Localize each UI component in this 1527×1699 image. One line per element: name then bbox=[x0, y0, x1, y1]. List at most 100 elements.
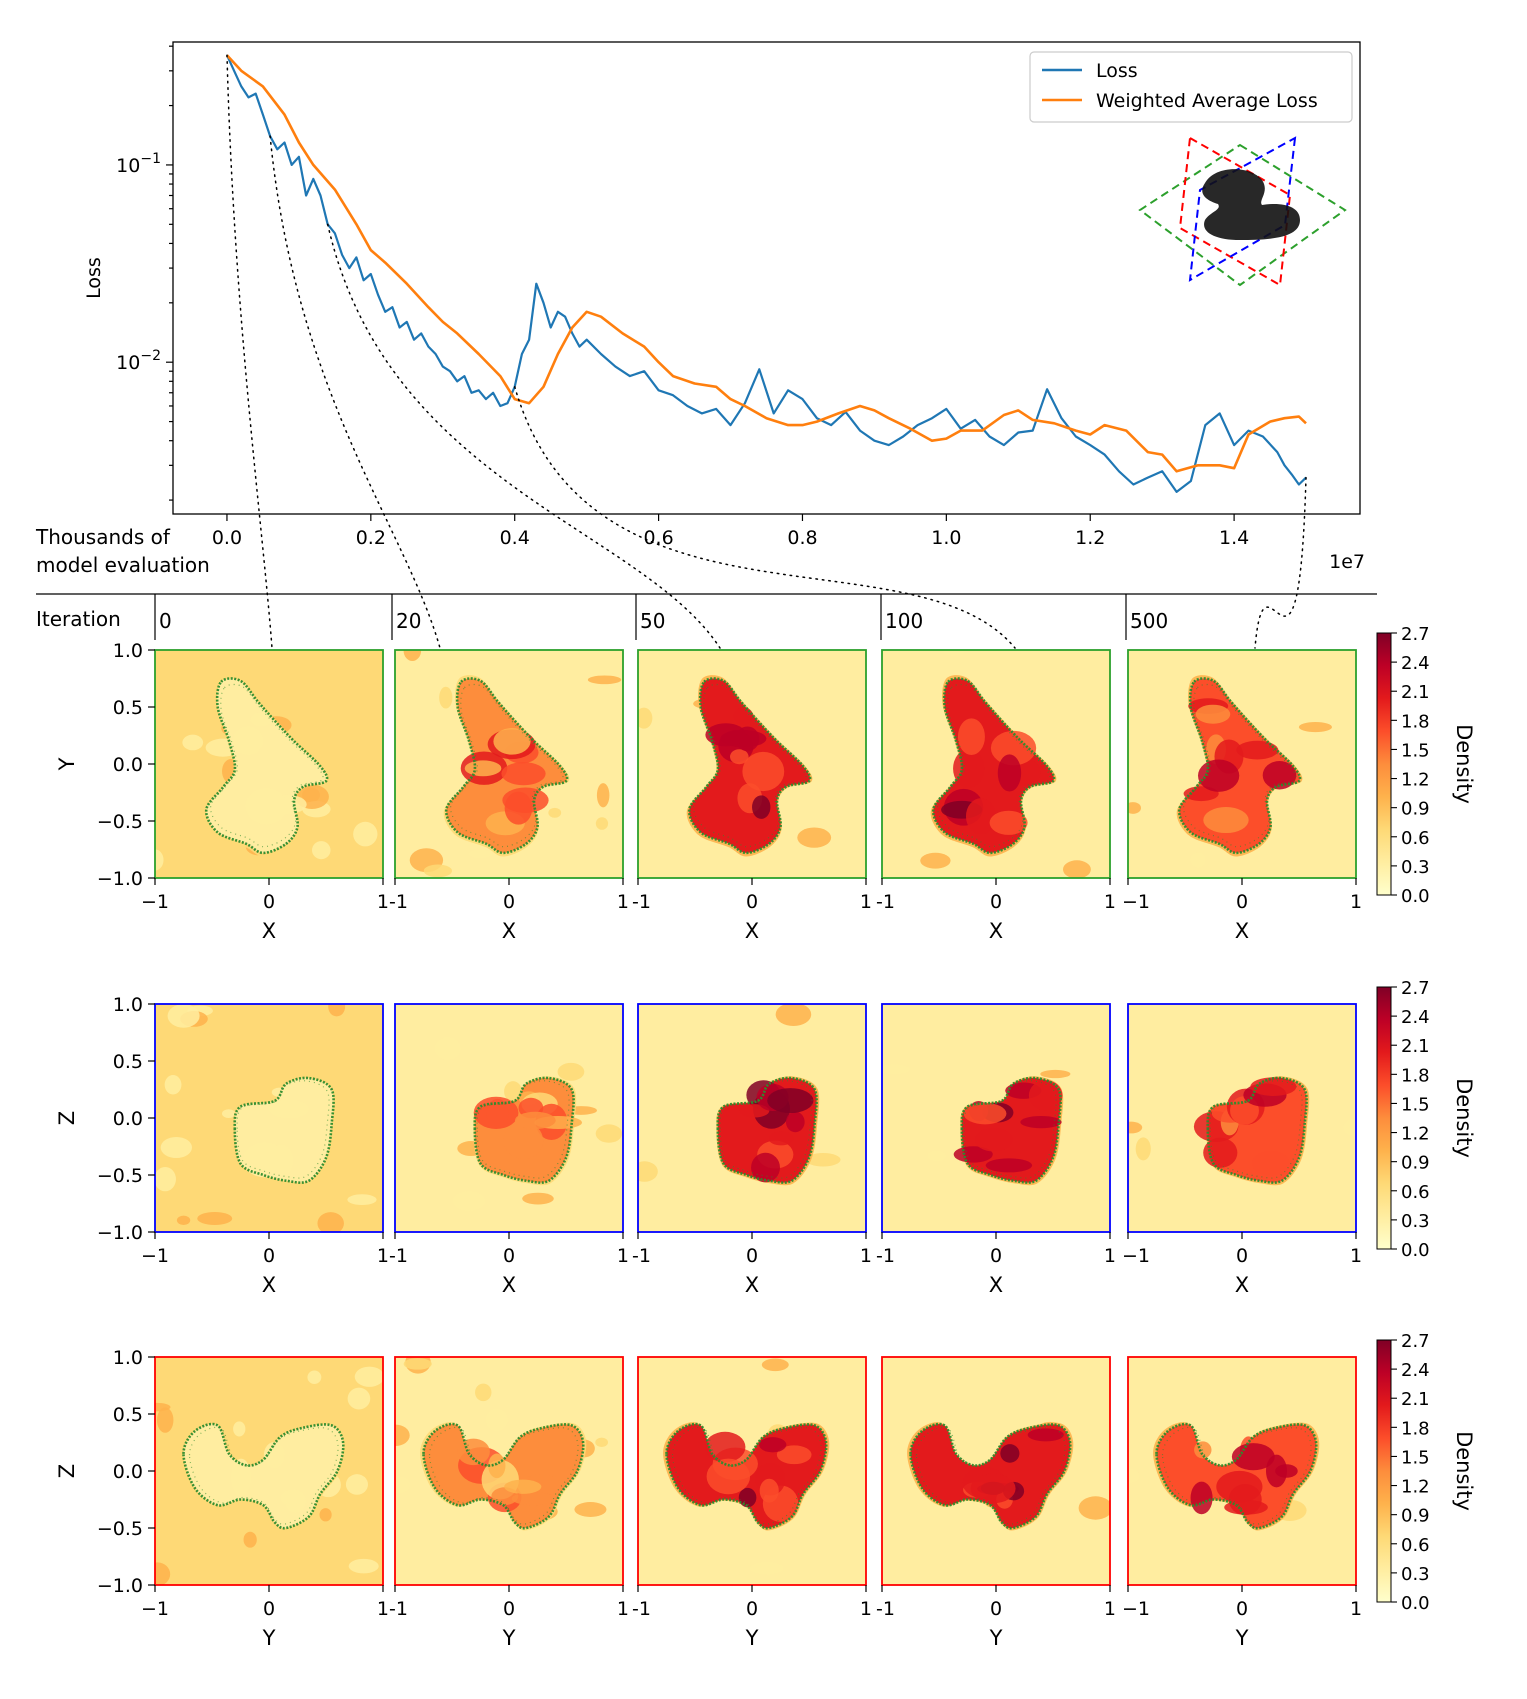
density-patch bbox=[963, 1102, 1007, 1125]
legend: Loss Weighted Average Loss bbox=[1029, 51, 1353, 123]
loss-chart: 10−1 10−2 0.0 0.2 0.4 0.6 0.8 1.0 1.2 1.4 Loss Thou… bbox=[35, 41, 1365, 577]
density-patch bbox=[965, 798, 997, 835]
colorbar bbox=[1376, 1339, 1392, 1603]
x-tick-label: -1 bbox=[632, 891, 651, 913]
density-blotch bbox=[164, 1075, 182, 1095]
density-patch bbox=[1195, 704, 1231, 724]
colorbar-tick-label: 1.5 bbox=[1401, 740, 1430, 761]
density-blotch bbox=[595, 1437, 609, 1448]
sample-points-outline bbox=[909, 1422, 1072, 1530]
colorbar-tick-label: 0.0 bbox=[1401, 1593, 1430, 1614]
colorbar-tick-label: 1.5 bbox=[1401, 1447, 1430, 1468]
sample-points-outline bbox=[960, 1076, 1062, 1184]
density-patch bbox=[1224, 1499, 1268, 1515]
x-tick-label: -1 bbox=[632, 1245, 651, 1267]
x-tick-label: 1 bbox=[1104, 1245, 1116, 1267]
x-axis-label: Y bbox=[262, 1626, 276, 1650]
colorbar-tick-label: 1.2 bbox=[1401, 1124, 1430, 1145]
density-blotch bbox=[354, 1366, 383, 1387]
colorbar-label: Density bbox=[1452, 1078, 1476, 1158]
x-tick-label: 0 bbox=[746, 1245, 758, 1267]
sample-points-outline bbox=[182, 1422, 345, 1530]
x-tick-label: 0 bbox=[503, 891, 515, 913]
density-patch bbox=[1000, 1444, 1020, 1463]
density-blotch bbox=[311, 841, 331, 860]
x-tick-label: -1 bbox=[876, 891, 895, 913]
x-axis-label: Y bbox=[502, 1626, 516, 1650]
density-patch bbox=[1251, 1150, 1290, 1176]
sample-points-outline bbox=[1206, 1076, 1308, 1184]
x-axis-label: X bbox=[502, 919, 516, 943]
x-axis-label: X bbox=[745, 919, 759, 943]
density-patch bbox=[733, 707, 754, 726]
density-patch bbox=[1197, 759, 1240, 792]
density-patch bbox=[953, 749, 985, 788]
y-tick-label: 10−1 bbox=[116, 151, 161, 177]
x-tick-label: 0 bbox=[263, 891, 275, 913]
colorbar-tick-label: 2.1 bbox=[1401, 1389, 1430, 1410]
density-blotch bbox=[328, 1004, 346, 1017]
density-blotch bbox=[345, 1474, 368, 1495]
density-patch bbox=[776, 1445, 812, 1465]
colorbar-label: Density bbox=[1452, 1431, 1476, 1511]
density-patch bbox=[989, 810, 1028, 835]
density-blotch bbox=[1078, 1496, 1110, 1520]
iteration-value: 500 bbox=[1130, 609, 1168, 633]
sample-points-outline bbox=[687, 677, 812, 855]
density-patch bbox=[704, 1431, 746, 1463]
iteration-connectors bbox=[226, 54, 1307, 649]
iteration-value: 100 bbox=[885, 609, 923, 633]
sample-points-outline bbox=[444, 677, 569, 855]
iteration-value: 50 bbox=[640, 609, 665, 633]
colorbar-tick-label: 0.6 bbox=[1401, 1182, 1430, 1203]
density-blotch bbox=[1040, 1069, 1071, 1079]
density-patch bbox=[1190, 1481, 1213, 1515]
colorbar-tick-label: 0.0 bbox=[1401, 886, 1430, 907]
x-offset-text: 1e7 bbox=[1329, 551, 1365, 573]
density-patch bbox=[1231, 1443, 1275, 1471]
sample-points-outline bbox=[1177, 677, 1302, 855]
legend-box bbox=[1029, 51, 1353, 123]
x-axis-label: X bbox=[262, 1273, 276, 1297]
density-panel: -1 0 1 X bbox=[876, 1003, 1116, 1297]
density-panel: −1 0 1 X bbox=[1122, 1003, 1362, 1297]
density-blotch bbox=[307, 1370, 322, 1384]
density-patch bbox=[1236, 740, 1279, 760]
x-axis-label: X bbox=[989, 919, 1003, 943]
y-tick-label: 0.0 bbox=[113, 1108, 143, 1130]
density-blotch bbox=[775, 1004, 812, 1026]
object-silhouette bbox=[1202, 169, 1300, 240]
x-tick-label: 0.6 bbox=[643, 527, 673, 549]
density-patch bbox=[1216, 1470, 1263, 1503]
density-blotch bbox=[439, 686, 453, 709]
density-blotch bbox=[395, 1476, 411, 1494]
density-grid: Iteration 0 20 50 100 500−1 0 1X-1 0 1X-1 0 1X-1 0 1X… bbox=[36, 593, 1476, 1650]
density-patch bbox=[990, 730, 1037, 766]
iteration-connector bbox=[269, 135, 441, 649]
slicing-planes-inset bbox=[1138, 136, 1347, 287]
density-blotch bbox=[1190, 852, 1206, 868]
density-patch bbox=[493, 728, 531, 755]
x-tick-label: 0 bbox=[1236, 1598, 1248, 1620]
x-tick-label: 1.4 bbox=[1219, 527, 1249, 549]
x-tick-label: 0.4 bbox=[500, 527, 530, 549]
x-tick-label: 1 bbox=[1350, 891, 1362, 913]
y-tick-label: 1.0 bbox=[113, 994, 143, 1016]
density-blotch bbox=[156, 1407, 174, 1433]
x-tick-label: 1.0 bbox=[931, 527, 961, 549]
density-blotch bbox=[485, 1408, 508, 1431]
density-patch bbox=[268, 1144, 294, 1177]
density-blotch bbox=[222, 1109, 236, 1119]
density-row-2: −1 0 1 X -1 0 1 X -1 0 1 X -1 0 1 X −1 0 1 X −1.0 −0.5 0.0 0.5 1… bbox=[55, 978, 1476, 1297]
sample-points-inner bbox=[450, 683, 564, 848]
x-tick-label: -1 bbox=[876, 1598, 895, 1620]
x-tick-label: 1 bbox=[377, 1598, 389, 1620]
sample-points-outline bbox=[1155, 1422, 1318, 1530]
density-blotch bbox=[1135, 1137, 1151, 1161]
density-patch bbox=[1275, 1464, 1298, 1478]
plot-frame bbox=[172, 41, 1361, 515]
y-axis-label: Y bbox=[55, 757, 79, 771]
density-blotch bbox=[557, 1062, 585, 1081]
x-tick-label: 0 bbox=[263, 1598, 275, 1620]
density-blotch bbox=[317, 1212, 344, 1232]
